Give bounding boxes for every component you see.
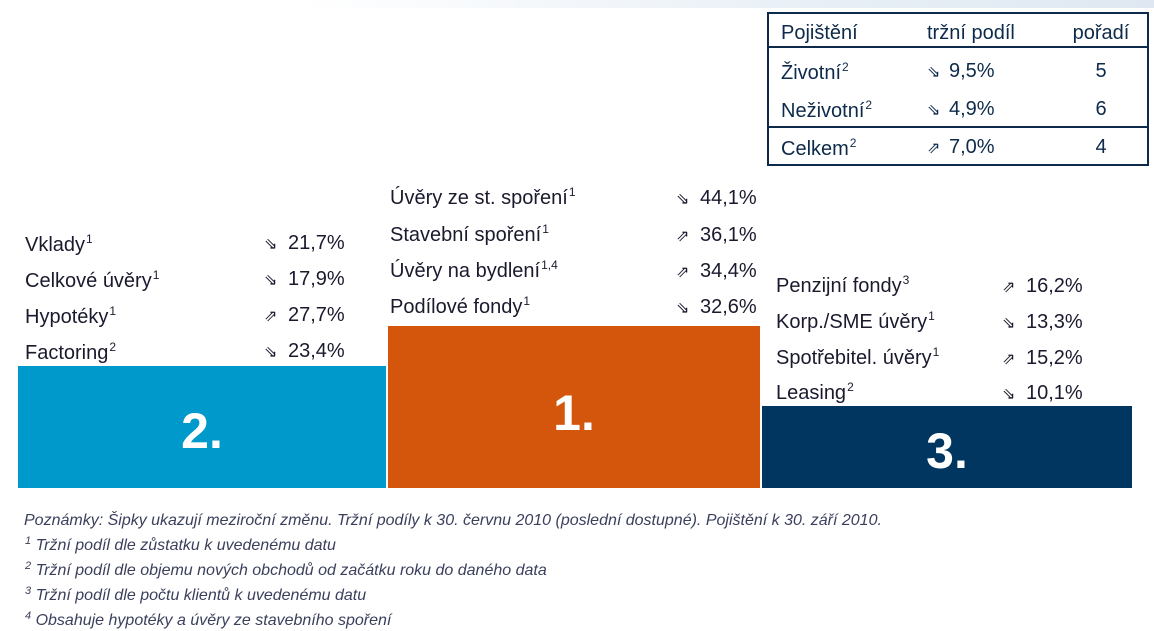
- insurance-row-total: Celkem2 ⇗ 7,0% 4: [769, 130, 1147, 166]
- footnote-ref: 2: [865, 98, 873, 112]
- product-label: Úvěry na bydlení1,4: [390, 258, 558, 282]
- product-share: ⇗ 36,1%: [676, 224, 757, 246]
- product-label: Spotřebitel. úvěry1: [776, 345, 940, 369]
- product-share: ⇗ 34,4%: [676, 260, 757, 282]
- product-share: ⇘ 10,1%: [1002, 382, 1083, 404]
- trend-down-icon: ⇘: [264, 344, 278, 361]
- product-label: Celkové úvěry1: [25, 268, 160, 292]
- trend-down-icon: ⇘: [264, 236, 278, 253]
- insurance-row: Životní2 ⇘ 9,5% 5: [769, 54, 1147, 90]
- rank-bar-2: 2.: [18, 366, 386, 488]
- insurance-row: Neživotní2 ⇘ 4,9% 6: [769, 92, 1147, 128]
- header-market-share: tržní podíl: [927, 22, 1015, 44]
- trend-up-icon: ⇗: [676, 228, 690, 245]
- trend-down-icon: ⇘: [1002, 386, 1016, 403]
- insurance-share: 4,9%: [949, 98, 995, 120]
- product-share: ⇘ 32,6%: [676, 296, 757, 318]
- trend-down-icon: ⇘: [1002, 315, 1016, 332]
- rank-label: 3.: [926, 423, 968, 479]
- product-share: ⇘ 23,4%: [264, 340, 345, 362]
- insurance-name: Životní: [781, 62, 842, 84]
- footnote: 2 Tržní podíl dle objemu nových obchodů …: [25, 560, 547, 579]
- header-insurance: Pojištění: [781, 22, 858, 44]
- trend-up-icon: ⇗: [927, 140, 941, 157]
- notes-main: Poznámky: Šipky ukazují meziroční změnu.…: [24, 512, 882, 529]
- footnote: 3 Tržní podíl dle počtu klientů k uveden…: [25, 585, 367, 604]
- product-share: ⇘ 17,9%: [264, 268, 345, 290]
- insurance-table: Pojištění tržní podíl pořadí Životní2 ⇘ 9…: [767, 12, 1149, 166]
- product-label: Úvěry ze st. spoření1: [390, 185, 576, 209]
- footnotes: Poznámky: Šipky ukazují meziroční změnu.…: [24, 510, 882, 631]
- insurance-share: 7,0%: [949, 136, 995, 158]
- trend-up-icon: ⇗: [1002, 279, 1016, 296]
- header-divider: [769, 46, 1147, 48]
- footnote-ref: 2: [842, 60, 849, 74]
- product-label: Penzijní fondy3: [776, 273, 910, 297]
- insurance-header-row: Pojištění tržní podíl pořadí: [769, 16, 1147, 52]
- product-share: ⇗ 27,7%: [264, 304, 345, 326]
- footnote-ref: 2: [849, 136, 857, 150]
- insurance-rank: 4: [1095, 136, 1107, 158]
- product-share: ⇘ 21,7%: [264, 232, 345, 254]
- rank-label: 2.: [181, 403, 223, 459]
- trend-up-icon: ⇗: [264, 308, 278, 325]
- header-rank: pořadí: [1072, 22, 1130, 44]
- trend-up-icon: ⇗: [676, 264, 690, 281]
- footnote: 4 Obsahuje hypotéky a úvěry ze stavebníh…: [25, 610, 392, 629]
- footnote: 1 Tržní podíl dle zůstatku k uvedenému d…: [25, 535, 336, 554]
- insurance-name: Celkem: [781, 138, 849, 160]
- product-share: ⇗ 15,2%: [1002, 347, 1083, 369]
- rank-bar-1: 1.: [388, 326, 760, 488]
- product-label: Vklady1: [25, 232, 93, 256]
- product-share: ⇘ 44,1%: [676, 187, 757, 209]
- insurance-rank: 5: [1095, 60, 1107, 82]
- product-label: Factoring2: [25, 340, 117, 364]
- product-label: Leasing2: [776, 380, 854, 404]
- trend-down-icon: ⇘: [927, 102, 941, 119]
- trend-up-icon: ⇗: [1002, 351, 1016, 368]
- trend-down-icon: ⇘: [264, 272, 278, 289]
- top-decoration: [300, 0, 1154, 8]
- insurance-rank: 6: [1095, 98, 1107, 120]
- trend-down-icon: ⇘: [676, 300, 690, 317]
- product-label: Stavební spoření1: [390, 222, 549, 246]
- insurance-name: Neživotní: [781, 100, 865, 122]
- product-share: ⇗ 16,2%: [1002, 275, 1083, 297]
- product-label: Podílové fondy1: [390, 294, 531, 318]
- rank-label: 1.: [553, 385, 595, 441]
- insurance-share: 9,5%: [949, 60, 995, 82]
- trend-down-icon: ⇘: [676, 191, 690, 208]
- trend-down-icon: ⇘: [927, 64, 941, 81]
- product-label: Hypotéky1: [25, 304, 117, 328]
- product-label: Korp./SME úvěry1: [776, 309, 935, 333]
- total-divider: [769, 126, 1147, 128]
- product-share: ⇘ 13,3%: [1002, 311, 1083, 333]
- rank-bar-3: 3.: [762, 406, 1132, 488]
